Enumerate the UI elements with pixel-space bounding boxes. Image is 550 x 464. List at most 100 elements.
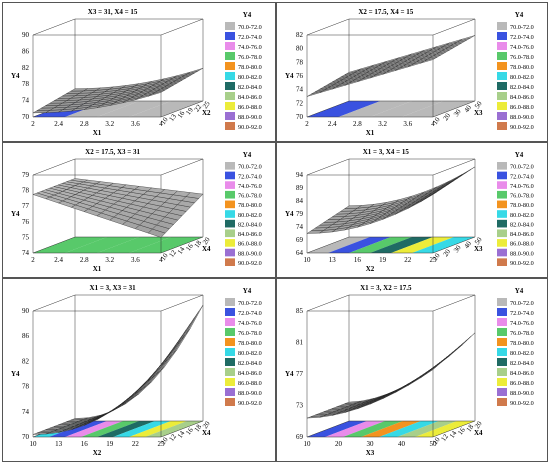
contour-band bbox=[113, 421, 171, 437]
z-tick-label: 70 bbox=[22, 433, 30, 441]
contour-band bbox=[391, 237, 454, 253]
legend-swatch bbox=[497, 338, 507, 346]
z-tick-label: 78 bbox=[296, 58, 304, 66]
legend-label: 84.0-86.0 bbox=[510, 231, 534, 238]
legend-label: 72.0-74.0 bbox=[510, 173, 534, 180]
z-tick-label: 80 bbox=[296, 45, 304, 53]
x-tick-label: 30 bbox=[367, 440, 375, 448]
x-tick-label: 13 bbox=[329, 256, 337, 264]
z-tick-label: 90 bbox=[22, 31, 30, 39]
z-axis-label: Y4 bbox=[11, 72, 20, 80]
x-tick-label: 19 bbox=[106, 440, 114, 448]
legend-label: 76.0-78.0 bbox=[238, 193, 262, 200]
legend-label: 86.0-88.0 bbox=[238, 104, 262, 111]
legend-swatch bbox=[497, 122, 507, 130]
box-edge bbox=[432, 158, 476, 176]
legend-swatch bbox=[225, 378, 235, 386]
legend-swatch bbox=[225, 72, 235, 80]
plot-title: X2 = 17.5, X4 = 15 bbox=[358, 8, 413, 16]
x-axis-label: X2 bbox=[366, 265, 375, 273]
contour-band bbox=[65, 421, 123, 437]
z-tick-label: 69 bbox=[296, 236, 304, 244]
legend-label: 78.0-80.0 bbox=[238, 202, 262, 209]
z-tick-label: 78 bbox=[22, 80, 30, 88]
legend-label: 88.0-90.0 bbox=[238, 390, 262, 397]
y-tick-label: 10 bbox=[431, 251, 442, 262]
x-tick-label: 22 bbox=[404, 256, 412, 264]
contour-band bbox=[65, 101, 139, 117]
y-tick-label: 18 bbox=[193, 239, 204, 250]
legend-label: 88.0-90.0 bbox=[510, 114, 534, 121]
x-tick-label: 2.8 bbox=[80, 256, 89, 264]
legend-swatch bbox=[497, 181, 507, 189]
legend-swatch bbox=[225, 171, 235, 180]
plot-title: X1 = 3, X4 = 15 bbox=[363, 148, 410, 156]
legend-swatch bbox=[225, 298, 235, 306]
x-tick-label: 2.4 bbox=[328, 120, 337, 128]
legend-label: 84.0-86.0 bbox=[510, 370, 534, 377]
legend-title: Y4 bbox=[243, 151, 252, 159]
y-tick-label: 12 bbox=[167, 248, 178, 259]
legend-label: 86.0-88.0 bbox=[238, 241, 262, 248]
surface-plot: X3 = 31, X4 = 15 70 74 78 82 86 90 2 2.4 2.8 3.2 3.… bbox=[11, 8, 262, 137]
legend-label: 76.0-78.0 bbox=[510, 330, 534, 337]
legend-label: 84.0-86.0 bbox=[510, 94, 534, 101]
legend-label: 70.0-72.0 bbox=[510, 164, 534, 171]
y-tick-label: 40 bbox=[463, 239, 474, 250]
legend-label: 82.0-84.0 bbox=[238, 84, 262, 91]
legend-label: 86.0-88.0 bbox=[510, 380, 534, 387]
legend-swatch bbox=[225, 210, 235, 218]
contour-band bbox=[65, 237, 139, 253]
surface-patch bbox=[134, 381, 152, 397]
y-axis-label: X3 bbox=[474, 109, 483, 117]
legend-swatch bbox=[225, 348, 235, 356]
z-tick-label: 74 bbox=[296, 223, 304, 231]
surface-patch bbox=[185, 68, 204, 75]
legend-title: Y4 bbox=[515, 287, 524, 295]
box-edge bbox=[160, 236, 204, 254]
surface-patch bbox=[445, 174, 463, 184]
x-tick-label: 3.6 bbox=[131, 120, 140, 128]
contour-band bbox=[328, 237, 391, 253]
legend-swatch bbox=[225, 239, 235, 247]
x-tick-label: 40 bbox=[398, 440, 406, 448]
z-tick-label: 77 bbox=[296, 370, 304, 378]
legend-swatch bbox=[225, 102, 235, 110]
z-tick-label: 74 bbox=[296, 86, 304, 94]
x-tick-label: 2.8 bbox=[353, 120, 362, 128]
y-tick-label: 18 bbox=[193, 423, 204, 434]
box-edge bbox=[32, 158, 76, 176]
legend-label: 90.0-92.0 bbox=[510, 260, 534, 267]
y-tick-label: 25 bbox=[201, 99, 212, 110]
legend-swatch bbox=[225, 328, 235, 336]
legend-swatch bbox=[497, 102, 507, 110]
y-tick-label: 14 bbox=[176, 245, 187, 256]
x-tick-label: 10 bbox=[304, 440, 312, 448]
legend-swatch bbox=[225, 181, 235, 189]
legend-label: 82.0-84.0 bbox=[510, 84, 534, 91]
legend-swatch bbox=[497, 62, 507, 70]
legend-label: 82.0-84.0 bbox=[238, 360, 262, 367]
y-tick-label: 30 bbox=[452, 107, 463, 118]
z-tick-label: 69 bbox=[296, 433, 304, 441]
legend-label: 86.0-88.0 bbox=[510, 104, 534, 111]
legend-swatch bbox=[225, 258, 235, 266]
legend-swatch bbox=[497, 72, 507, 80]
plot-panel: X1 = 3, X4 = 15 64 69 74 79 84 89 94 10 13 16 19 22 2… bbox=[276, 142, 548, 278]
legend-swatch bbox=[497, 112, 507, 120]
surface-plot: X1 = 3, X4 = 15 64 69 74 79 84 89 94 10 13 16 19 22 2… bbox=[285, 148, 534, 273]
legend-label: 82.0-84.0 bbox=[238, 221, 262, 228]
surface-patch bbox=[458, 35, 476, 42]
y-axis-label: X3 bbox=[474, 245, 483, 253]
y-tick-label: 40 bbox=[463, 103, 474, 114]
legend-swatch bbox=[225, 229, 235, 238]
contour-band bbox=[97, 421, 155, 437]
y-tick-label: 14 bbox=[176, 429, 187, 440]
legend-swatch bbox=[497, 171, 507, 180]
legend-label: 88.0-90.0 bbox=[238, 250, 262, 257]
z-axis-label: Y4 bbox=[285, 72, 294, 80]
z-tick-label: 79 bbox=[22, 171, 30, 179]
legend-swatch bbox=[497, 219, 507, 228]
